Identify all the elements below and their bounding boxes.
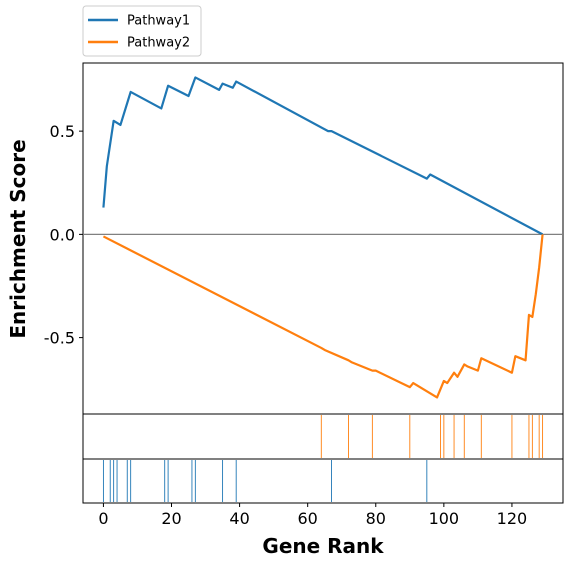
main-plot-frame [82,62,564,415]
y-axis-ticks: -0.5 0.0 0.5 [44,122,83,348]
hit-panel-pathway1 [82,458,564,504]
series-line-pathway2 [102,234,544,399]
y-tick-label: -0.5 [44,329,75,348]
legend-label: Pathway1 [127,14,190,29]
x-tick-label: 40 [229,509,249,528]
series-line-pathway1 [102,76,544,236]
x-tick-label: 20 [161,509,181,528]
hit-lines-pathway2 [320,415,544,458]
legend-label: Pathway2 [127,36,190,51]
x-axis-title: Gene Rank [262,534,384,558]
x-tick-label: 100 [429,509,460,528]
hit-panel-top-frame [82,413,564,460]
x-tick-label: 0 [98,509,108,528]
x-axis-ticks: 0 20 40 60 80 100 120 [98,503,527,528]
x-tick-label: 120 [497,509,528,528]
hit-lines-pathway1 [102,460,428,502]
y-tick-label: 0.5 [50,122,75,141]
y-tick-label: 0.0 [50,225,75,244]
legend-box [82,5,202,57]
y-axis-title: Enrichment Score [6,139,30,338]
main-plot: -0.5 0.0 0.5 [44,62,564,415]
x-tick-label: 80 [366,509,386,528]
series-layer [102,76,544,399]
x-tick-label: 60 [298,509,318,528]
legend-entries: Pathway1 Pathway2 [88,14,190,51]
legend: Pathway1 Pathway2 [82,5,202,57]
hit-panel-bottom-frame [82,458,564,504]
hit-panel-pathway2 [82,413,564,460]
